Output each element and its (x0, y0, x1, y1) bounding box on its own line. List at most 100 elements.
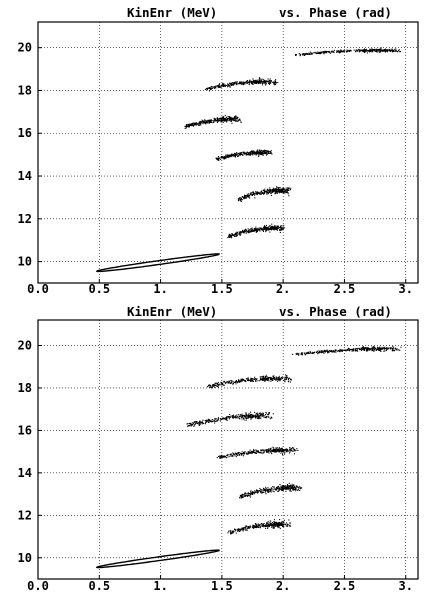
particle-point (284, 487, 286, 489)
particle-point (258, 79, 260, 81)
particle-point (307, 351, 309, 353)
particle-point (267, 491, 269, 493)
particle-point (265, 376, 267, 378)
particle-point (255, 228, 257, 230)
particle-point (223, 158, 225, 160)
particle-point (267, 378, 269, 380)
particle-point (355, 50, 357, 52)
particle-point (217, 386, 219, 388)
particle-point (392, 345, 394, 347)
particle-point (293, 449, 295, 451)
particle-point (357, 49, 359, 51)
particle-point (279, 524, 281, 526)
particle-point (273, 491, 275, 493)
particle-point (222, 82, 224, 84)
particle-point (235, 116, 237, 118)
particle-point (215, 420, 217, 422)
particle-point (391, 348, 393, 350)
particle-point (245, 413, 247, 415)
particle-point (206, 386, 208, 388)
particle-point (276, 192, 278, 194)
particle-point (285, 487, 287, 489)
particle-point (229, 530, 231, 532)
particle-point (326, 51, 328, 53)
particle-point (213, 385, 215, 387)
particle-point (245, 230, 247, 232)
particle-point (229, 86, 231, 88)
particle-point (255, 414, 257, 416)
particle-point (287, 187, 289, 189)
particle-point (257, 413, 259, 415)
particle-point (326, 349, 328, 351)
particle-point (280, 449, 282, 451)
particle-point (289, 484, 291, 486)
particle-point (258, 418, 260, 420)
particle-point (279, 192, 281, 194)
particle-point (243, 453, 245, 455)
particle-point (284, 190, 286, 192)
particle-point (274, 226, 276, 228)
particle-point (246, 415, 248, 417)
particle-point (379, 49, 381, 51)
particle-point (286, 449, 288, 451)
particle-point (221, 120, 223, 122)
particle-point (297, 449, 299, 451)
particle-point (225, 119, 227, 121)
particle-point (283, 488, 285, 490)
particle-point (220, 456, 222, 458)
particle-point (372, 49, 374, 51)
particle-point (228, 236, 230, 238)
particle-point (366, 349, 368, 351)
particle-point (257, 523, 259, 525)
particle-point (216, 158, 218, 160)
particle-point (261, 449, 263, 451)
particle-point (221, 84, 223, 86)
particle-point (398, 49, 400, 51)
particle-point (228, 382, 230, 384)
particle-point (275, 188, 277, 190)
particle-point (250, 451, 252, 453)
particle-point (197, 123, 199, 125)
particle-point (253, 449, 255, 451)
particle-point (216, 157, 218, 159)
particle-point (263, 522, 265, 524)
particle-point (361, 347, 363, 349)
particle-point (256, 80, 258, 82)
particle-point (217, 418, 219, 420)
particle-point (274, 449, 276, 451)
x-tick-labels: 0.0 0.5 1. 1.5 2. 2.5 3. (27, 279, 413, 296)
particle-point (293, 486, 295, 488)
particle-point (237, 117, 239, 119)
particle-point (255, 378, 257, 380)
particle-point (230, 234, 232, 236)
particle-point (225, 117, 227, 119)
particle-point (231, 237, 233, 239)
particle-point (277, 225, 279, 227)
particle-point (259, 489, 261, 491)
x-tick-label: 0.0 (27, 282, 49, 296)
particle-point (244, 493, 246, 495)
particle-point (277, 187, 279, 189)
particle-point (187, 124, 189, 126)
particle-point (240, 233, 242, 235)
particle-point (327, 351, 329, 353)
particle-point (378, 48, 380, 50)
particle-point (352, 350, 354, 352)
particle-point (236, 120, 238, 122)
y-tick-label: 20 (18, 338, 32, 352)
particle-point (211, 386, 213, 388)
particle-point (237, 198, 239, 200)
particle-point (220, 384, 222, 386)
particle-point (254, 151, 256, 153)
particle-point (213, 384, 215, 386)
particle-point (199, 124, 201, 126)
particle-point (268, 82, 270, 84)
particle-point (295, 487, 297, 489)
particle-point (236, 118, 238, 120)
particle-point (356, 50, 358, 52)
particle-point (240, 379, 242, 381)
particle-point (212, 384, 214, 386)
particle-point (235, 381, 237, 383)
particle-point (220, 418, 222, 420)
particle-point (273, 526, 275, 528)
